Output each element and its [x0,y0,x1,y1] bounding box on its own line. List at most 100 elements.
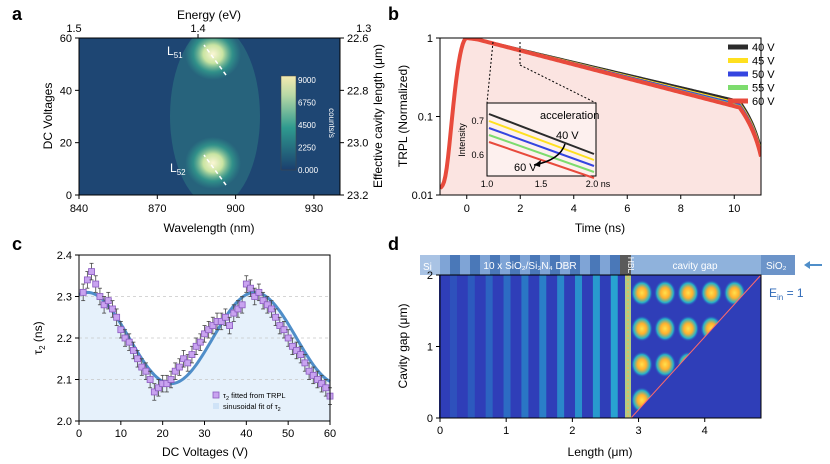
inset-line [488,120,595,161]
panel-d-axes: 0 1 2 3 4 0 1 2 [427,270,762,437]
legend-marker-fit [213,403,219,409]
tau2-point [96,293,104,300]
layer-cavity [631,255,761,275]
mode-label-L51: L51 [167,44,183,60]
cavity-peak [630,279,653,306]
b-ytick-label: 0.1 [418,112,433,124]
c-ytick-label: 2.1 [57,375,72,387]
colorbar-ticks: 9000 6750 4500 2250 0.000 [298,76,319,175]
c-x-axis-label: DC Voltages (V) [162,445,248,459]
cavity-peak [630,315,653,342]
legend-label: 50 V [752,69,775,81]
tau2-point [226,322,234,329]
layer-si [420,255,440,275]
tau2-point [305,367,313,375]
colorbar-label: counts/s [327,108,336,138]
dbr-bar-segment [530,255,540,275]
tau2-point [196,338,204,346]
b-xtick-label: 0 [464,203,470,215]
inset-ytick-06: 0.6 [471,150,484,160]
b-xtick-label: 8 [678,203,684,215]
c-ytick-label: 2.3 [57,292,72,304]
c-xtick-label: 0 [76,428,82,440]
mode-arrow-L51 [203,44,227,76]
layer-bar: Si 10 x SiO₂/Si₃N₄ DBR HBL cavity gap Si… [420,255,795,275]
colorbar-tick-label: 6750 [298,99,316,108]
tau2-point [259,297,267,305]
tau2-point [301,359,309,367]
dbr-bar-segment [570,255,580,275]
c-xtick-label: 60 [324,428,336,440]
tau2-point [288,342,296,350]
tau2-point [129,347,137,354]
a-ytick-label: 20 [60,138,72,150]
dbr-stripe [575,275,583,418]
a-xtick-label: 870 [148,203,166,215]
dbr-bar-segment [580,255,590,275]
inset-ytick-07: 0.7 [471,116,484,126]
tau2-point [205,326,213,334]
tau2-point [100,301,108,309]
d-y-axis-label: Cavity gap (μm) [396,304,410,389]
colorbar-tick-label: 9000 [298,76,316,85]
tau2-point [234,305,242,313]
tau2-point [146,376,154,383]
inset-line [488,113,595,155]
cavity-peak [654,351,677,378]
dbr-bar-segment [480,255,490,275]
dbr-bar-segment [550,255,560,275]
source-label: Ein = 1 [769,286,804,302]
dbr-bar-segment [590,255,600,275]
legend-marker-points [212,391,220,399]
cavity-peak [654,279,677,306]
colorbar-tick-label: 0.000 [298,166,319,175]
dbr-stripe [592,275,600,418]
a-y-axis-label: DC Voltages [41,83,55,150]
a-ytick-label: 40 [60,85,72,97]
d-ytick-label: 0 [427,413,433,425]
tau2-point [209,322,217,329]
b-xtick-label: 10 [728,203,740,215]
a-ytick-label: 60 [60,33,72,45]
a-right-tick-label: 22.8 [347,85,368,97]
tau2-point [109,305,116,313]
panel-label-d: d [388,234,399,254]
panel-c: 0 10 20 30 40 50 60 2.0 2.1 2.2 2.3 2.4 τ2 fitted f… [31,250,336,459]
dbr-bar-segment [490,255,500,275]
tau2-point [167,376,175,383]
tau2-point [251,293,259,300]
layer-sio2 [761,255,795,275]
layer-dbr [440,255,620,275]
tau2-point [92,280,100,288]
d-ytick-label: 2 [427,270,433,282]
a-x-axis-label: Wavelength (nm) [164,221,255,235]
a-right-tick-label: 22.6 [347,33,368,45]
tau2-point [142,367,150,375]
c-xtick-label: 50 [282,428,294,440]
layer-label-dbr: 10 x SiO₂/Si₃N₄ DBR [483,261,576,272]
tau2-point [309,371,317,379]
tau2-point [217,317,225,325]
tau2-point [201,330,208,338]
inset-xtick-15: 1.5 [535,179,548,189]
panel-a-axes: 840 870 900 930 0 20 40 601.5 1.4 1.322.6 22.8 23.0… [60,23,372,215]
layer-label-si: Si [423,262,432,273]
dbr-bar-segment [540,255,550,275]
b-ytick-label: 1 [427,33,433,45]
c-xtick-label: 20 [157,428,169,440]
a-right-axis-label: Effective cavity length (μm) [371,44,385,188]
tau2-point [284,334,292,342]
c-xtick-label: 10 [115,428,127,440]
b-x-axis-label: Time (ns) [575,221,625,235]
inset-label-bottom: 60 V [514,162,537,174]
inset-line [488,141,595,179]
panel-b: 0 2 4 6 8 100.010.11 40 V45 V50 V55 V60 V acc… [396,33,775,235]
inset-line [488,127,595,167]
dbr-stripe [521,275,529,418]
mode-blob-L52 [185,137,241,189]
colorbar [280,75,297,171]
inset-xtick-2: 2.0 ns [586,179,611,189]
d-ytick-label: 1 [427,342,433,354]
